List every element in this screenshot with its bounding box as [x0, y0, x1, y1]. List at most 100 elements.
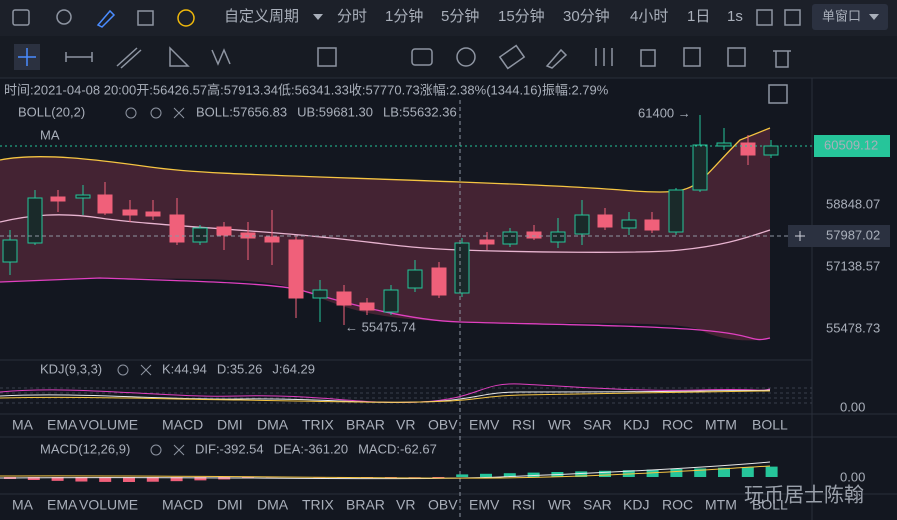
- settings-icon[interactable]: [117, 364, 129, 376]
- icon[interactable]: [211, 48, 231, 66]
- indicator-tab[interactable]: RSI: [512, 417, 535, 433]
- d-value: D:35.26: [217, 361, 263, 376]
- indicator-tab[interactable]: VOLUME: [79, 417, 138, 433]
- candle-body: [75, 194, 91, 199]
- indicator-tab[interactable]: VR: [396, 497, 415, 513]
- icon[interactable]: [756, 9, 773, 26]
- candle-body: [383, 289, 399, 313]
- indicator-tab[interactable]: MA: [12, 497, 34, 513]
- indicator-tab[interactable]: KDJ: [623, 417, 649, 433]
- candle-body: [216, 226, 232, 236]
- icon[interactable]: [727, 47, 746, 67]
- time: 时间:2021-04-08 20:00: [4, 82, 136, 97]
- indicator-tab[interactable]: MTM: [705, 497, 737, 513]
- macd-value: MACD:-62.67: [358, 441, 437, 456]
- indicator-tab[interactable]: SAR: [583, 417, 612, 433]
- indicator-tab[interactable]: VOLUME: [79, 497, 138, 513]
- indicator-tab[interactable]: BOLL: [752, 417, 788, 433]
- icon[interactable]: [169, 46, 190, 67]
- period[interactable]: 4小时: [630, 8, 668, 25]
- icon[interactable]: [137, 10, 154, 26]
- icon[interactable]: [595, 48, 613, 66]
- period[interactable]: 1分钟: [385, 8, 423, 25]
- dea-value: DEA:-361.20: [274, 441, 348, 456]
- icon[interactable]: [65, 52, 93, 62]
- indicator-tab[interactable]: BOLL: [752, 497, 788, 513]
- icon[interactable]: [177, 9, 195, 27]
- period[interactable]: 分时: [337, 8, 367, 25]
- indicator-tab[interactable]: DMA: [257, 417, 289, 433]
- drawing-toolbar: [0, 36, 897, 78]
- dropdown-arrow: [869, 14, 879, 20]
- icon[interactable]: [498, 44, 526, 70]
- indicator-tab[interactable]: WR: [548, 497, 571, 513]
- indicator-tab[interactable]: MACD: [162, 417, 203, 433]
- indicator-tab[interactable]: OBV: [428, 417, 458, 433]
- indicator-tab[interactable]: OBV: [428, 497, 458, 513]
- icon[interactable]: [784, 9, 801, 26]
- period[interactable]: 30分钟: [563, 8, 610, 25]
- settings-icon[interactable]: [150, 444, 162, 456]
- indicator-tab[interactable]: KDJ: [623, 497, 649, 513]
- indicator-name: KDJ(9,3,3): [40, 361, 102, 376]
- indicator-tab[interactable]: DMI: [217, 497, 243, 513]
- period-menu[interactable]: 自定义周期: [224, 8, 299, 25]
- macd-bar: [527, 472, 540, 477]
- close-icon[interactable]: [173, 444, 185, 456]
- icon[interactable]: [18, 48, 36, 66]
- indicator-tab[interactable]: RSI: [512, 497, 535, 513]
- period[interactable]: 5分钟: [441, 8, 479, 25]
- period[interactable]: 1日: [687, 8, 710, 25]
- window-label[interactable]: 单窗口: [822, 8, 861, 23]
- indicator-tab[interactable]: EMV: [469, 497, 500, 513]
- indicator-tab[interactable]: VR: [396, 417, 415, 433]
- indicator-tab[interactable]: DMI: [217, 417, 243, 433]
- label: 开:: [136, 82, 153, 97]
- icon[interactable]: [56, 9, 72, 25]
- indicator-tab[interactable]: MACD: [162, 497, 203, 513]
- macd-bar: [170, 477, 183, 482]
- icon[interactable]: [317, 47, 337, 67]
- close-icon[interactable]: [173, 107, 185, 119]
- zero-label: 0.00: [840, 469, 865, 484]
- icon[interactable]: [456, 47, 476, 67]
- indicator-tab[interactable]: DMA: [257, 497, 289, 513]
- icon[interactable]: [411, 48, 433, 66]
- icon[interactable]: [773, 50, 791, 68]
- settings-icon[interactable]: [150, 107, 162, 119]
- eye-icon[interactable]: [125, 107, 137, 119]
- icon[interactable]: [545, 48, 568, 69]
- dropdown-arrow: [313, 14, 323, 20]
- indicator-tab[interactable]: ROC: [662, 497, 693, 513]
- icon[interactable]: [116, 47, 142, 69]
- indicator-tab[interactable]: BRAR: [346, 417, 385, 433]
- indicator-tab[interactable]: TRIX: [302, 417, 335, 433]
- toolbar-icons: [12, 9, 801, 28]
- j-value: J:64.29: [272, 361, 315, 376]
- close-icon[interactable]: [140, 364, 152, 376]
- indicator-tab[interactable]: WR: [548, 417, 571, 433]
- indicator-tab[interactable]: BRAR: [346, 497, 385, 513]
- last-price: 60509.12: [824, 137, 878, 152]
- period[interactable]: 15分钟: [498, 8, 545, 25]
- fullscreen-icon[interactable]: [768, 84, 788, 104]
- indicator-tab[interactable]: EMV: [469, 417, 500, 433]
- indicator-tab[interactable]: SAR: [583, 497, 612, 513]
- price-label: 57138.57: [826, 258, 880, 273]
- indicator-tab[interactable]: EMA: [47, 417, 78, 433]
- k-value: K:44.94: [162, 361, 207, 376]
- icon[interactable]: [12, 9, 30, 26]
- window-button[interactable]: [812, 4, 888, 30]
- indicator-tab[interactable]: ROC: [662, 417, 693, 433]
- indicator-tab[interactable]: MTM: [705, 417, 737, 433]
- icon[interactable]: [640, 49, 656, 67]
- icon[interactable]: [683, 47, 701, 67]
- macd-bar: [27, 477, 40, 480]
- icon[interactable]: [96, 9, 116, 28]
- macd-bar: [480, 473, 492, 477]
- indicator-tab[interactable]: TRIX: [302, 497, 335, 513]
- indicator-tab[interactable]: MA: [12, 417, 34, 433]
- indicator-tab[interactable]: EMA: [47, 497, 78, 513]
- period[interactable]: 1s: [727, 8, 743, 25]
- candle-body: [716, 142, 732, 147]
